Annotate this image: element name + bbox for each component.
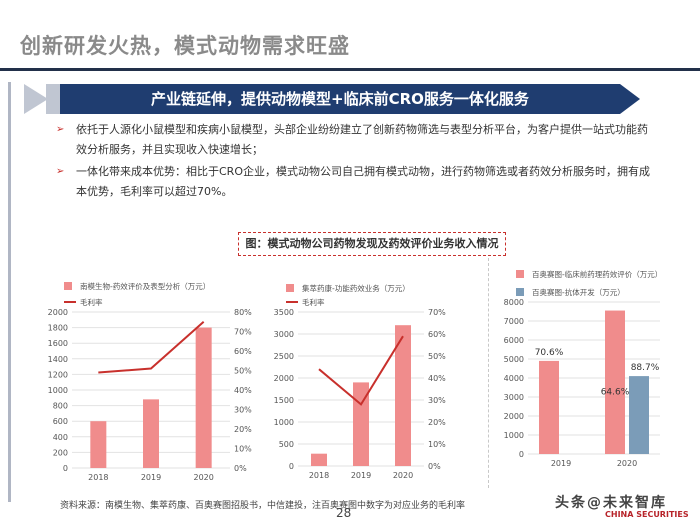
bar (605, 310, 625, 454)
y2-tick-label: 50% (234, 367, 252, 376)
data-label: 88.7% (631, 363, 660, 373)
y2-tick-label: 10% (234, 445, 252, 454)
bullet-arrow-icon: ➢ (56, 166, 65, 177)
y-tick-label: 500 (279, 440, 294, 449)
y-tick-label: 1000 (48, 386, 68, 395)
x-tick-label: 2019 (141, 473, 161, 482)
y-tick-label: 2000 (504, 412, 524, 421)
x-tick-label: 2018 (309, 471, 329, 480)
y-tick-label: 1200 (48, 370, 68, 379)
bullet-item-2: ➢ 一体化带来成本优势：相比于CRO企业，模式动物公司自己拥有模式动物，进行药物… (56, 162, 656, 202)
y2-tick-label: 30% (428, 396, 446, 405)
bullet-item-1: ➢ 依托于人源化小鼠模型和疾病小鼠模型，头部企业纷纷建立了创新药物筛选与表型分析… (56, 120, 656, 160)
y2-tick-label: 70% (428, 308, 446, 317)
legend-label: 集萃药康-功能药效业务（万元） (302, 283, 410, 293)
legend-label: 百奥赛图-临床前药理药效评价（万元） (532, 269, 662, 279)
y-tick-label: 8000 (504, 298, 524, 307)
bar (629, 376, 649, 454)
y-tick-label: 1400 (48, 355, 68, 364)
bar (395, 325, 411, 466)
legend-label: 百奥赛图-抗体开发（万元） (532, 287, 625, 297)
y-tick-label: 1000 (504, 431, 524, 440)
bar (195, 327, 212, 468)
bar (539, 360, 559, 454)
y2-tick-label: 40% (428, 374, 446, 383)
legend-bar-swatch (64, 282, 72, 290)
chart-gempharmatech: 0 500 1000 1500 2000 2500 3000 3500 0% 10% 20% 30% 4… (262, 280, 472, 492)
legend-label: 毛利率 (80, 297, 103, 307)
x-tick-label: 2019 (351, 471, 371, 480)
y2-tick-label: 70% (234, 328, 252, 337)
y2-tick-label: 20% (428, 418, 446, 427)
y2-tick-label: 50% (428, 352, 446, 361)
y-tick-label: 7000 (504, 317, 524, 326)
bullet-arrow-icon: ➢ (56, 124, 65, 135)
banner-end-arrow (620, 84, 640, 114)
data-label: 70.6% (535, 348, 564, 358)
y-tick-label: 5000 (504, 355, 524, 364)
y-tick-label: 0 (63, 464, 68, 473)
chart-biocytogen: 0 1000 2000 3000 4000 5000 6000 7000 8000 2019 202… (492, 266, 682, 492)
y-tick-label: 4000 (504, 374, 524, 383)
chart-nanmo: 0 200 400 600 800 1000 1200 1400 1600 1800 2000 0% 1… (40, 272, 265, 492)
y-tick-label: 3000 (274, 330, 294, 339)
watermark-sub: CHINA SECURITIES (605, 510, 689, 519)
page-number: 28 (336, 506, 352, 520)
data-label: 64.6% (601, 388, 630, 398)
y2-tick-label: 80% (234, 308, 252, 317)
y-tick-label: 0 (289, 462, 294, 471)
title-rule (0, 68, 700, 71)
section-banner: 产业链延伸，提供动物模型+临床前CRO服务一体化服务 (60, 84, 620, 114)
y2-tick-label: 0% (234, 464, 247, 473)
y2-tick-label: 60% (234, 347, 252, 356)
bar (353, 382, 369, 466)
y-tick-label: 3000 (504, 393, 524, 402)
y-tick-label: 3500 (274, 308, 294, 317)
y-tick-label: 1000 (274, 418, 294, 427)
banner-arrow-decor-block (46, 84, 60, 114)
legend-bar-swatch (516, 270, 524, 278)
y-tick-label: 200 (53, 448, 68, 457)
y-tick-label: 2500 (274, 352, 294, 361)
page-title: 创新研发火热，模式动物需求旺盛 (20, 34, 350, 58)
series-line (318, 335, 404, 406)
legend-label: 南模生物-药效评价及表型分析（万元） (80, 281, 210, 291)
x-tick-label: 2020 (393, 471, 413, 480)
y-tick-label: 1500 (274, 396, 294, 405)
bullet-text-2: 一体化带来成本优势：相比于CRO企业，模式动物公司自己拥有模式动物，进行药物筛选… (76, 165, 650, 198)
y2-tick-label: 0% (428, 462, 441, 471)
watermark-text: 头条@未来智库 (555, 495, 667, 511)
y2-tick-label: 30% (234, 406, 252, 415)
y-tick-label: 400 (53, 433, 68, 442)
y2-tick-label: 40% (234, 386, 252, 395)
left-accent-bar (8, 82, 11, 502)
bullet-text-1: 依托于人源化小鼠模型和疾病小鼠模型，头部企业纷纷建立了创新药物筛选与表型分析平台… (76, 123, 648, 156)
x-tick-label: 2019 (551, 459, 571, 468)
legend-bar-swatch (286, 284, 294, 292)
source-note: 资料来源：南模生物、集萃药康、百奥赛图招股书，中信建投，注百奥赛图中数字为对应业… (60, 501, 466, 511)
bar (311, 453, 327, 466)
y-tick-label: 600 (53, 417, 68, 426)
y2-tick-label: 20% (234, 425, 252, 434)
y-tick-label: 1800 (48, 324, 68, 333)
y-tick-label: 6000 (504, 336, 524, 345)
x-tick-label: 2020 (193, 473, 213, 482)
y-tick-label: 2000 (274, 374, 294, 383)
y-tick-label: 0 (519, 450, 524, 459)
y2-tick-label: 10% (428, 440, 446, 449)
panel-divider (488, 258, 489, 488)
series-line (98, 321, 205, 374)
y-tick-label: 1600 (48, 339, 68, 348)
y-tick-label: 2000 (48, 308, 68, 317)
figure-caption: 图：模式动物公司药物发现及药效评价业务收入情况 (238, 232, 506, 256)
y-tick-label: 800 (53, 402, 68, 411)
y2-tick-label: 60% (428, 330, 446, 339)
x-tick-label: 2020 (617, 459, 637, 468)
legend-bar-swatch (516, 288, 524, 296)
x-tick-label: 2018 (88, 473, 108, 482)
bar (143, 399, 159, 468)
banner-arrow-decor (24, 84, 48, 114)
legend-label: 毛利率 (302, 297, 325, 307)
bar (90, 421, 107, 468)
